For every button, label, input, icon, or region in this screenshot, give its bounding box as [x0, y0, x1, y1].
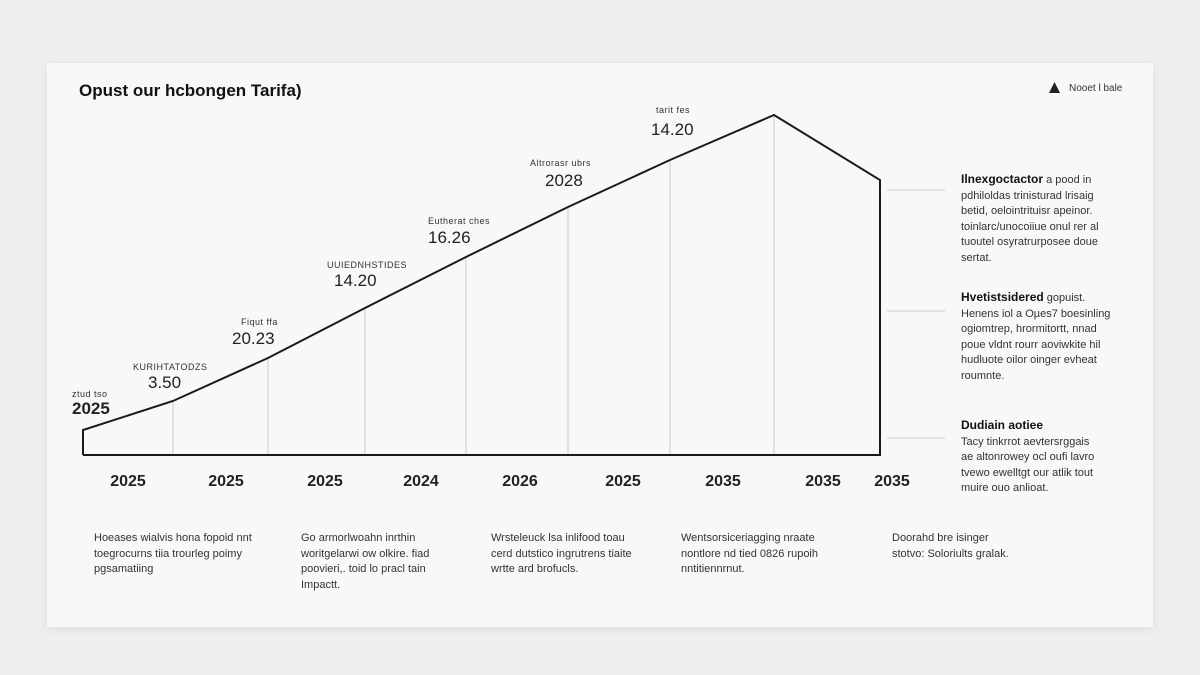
trend-line: [82, 113, 881, 456]
footer-line: Hoeases wialvis hona fopoid nnt: [94, 532, 252, 544]
footer-line: woritgelarwi ow olkire. fiad: [301, 547, 430, 560]
note-heading-line: Hvetistsidered gopuist.: [961, 290, 1161, 307]
footer-line: Doorahd bre isinger: [892, 532, 989, 544]
note-heading: Dudiain aotiee: [961, 418, 1044, 432]
note-line: roumnte.: [961, 369, 1005, 382]
footer-line: pgsamatiing: [94, 563, 154, 575]
footer-line: Wentsorsiceriagging nraate: [681, 532, 815, 544]
footer-note: Wrsteleuck lsa inlifood toau cerd dutstic…: [491, 531, 632, 578]
footer-line: cerd dutstico ingrutrens tiaite: [491, 547, 632, 560]
side-note: Ilnexgoctactor a pood in pdhiloldas trini…: [961, 172, 1161, 266]
annotation-caption: Altrorasr ubrs: [530, 158, 591, 168]
note-line: pdhiloldas trinisturad lrisaig: [961, 189, 1094, 202]
x-label: 2026: [502, 473, 538, 490]
annotation-caption: KURIHTATODZS: [133, 362, 208, 372]
side-note: Dudiain aotiee Tacy tinkrrot aevtersrggai…: [961, 418, 1161, 497]
footer-note: Wentsorsiceriagging nraate nontlore nd ti…: [681, 531, 818, 578]
card: [47, 63, 1153, 627]
side-note: Hvetistsidered gopuist. Henens iol a Oµes…: [961, 290, 1161, 384]
footer-line: stotvo: Soloriults gralak.: [892, 547, 1009, 560]
legend-icon: [1049, 82, 1060, 93]
annotation-value: 2025: [72, 399, 110, 418]
annotation-caption: UUIEDNHSTIDES: [327, 260, 407, 270]
annotation-value: 20.23: [232, 329, 275, 348]
annotation-value: 16.26: [428, 228, 471, 247]
footer-line: nntitiennrnut.: [681, 563, 745, 575]
x-label: 2024: [403, 473, 439, 490]
annotation-caption: ztud tso: [72, 389, 108, 399]
note-line: muire ouo anlioat.: [961, 482, 1049, 494]
x-label: 2035: [805, 473, 841, 490]
note-heading-line: Dudiain aotiee: [961, 418, 1161, 435]
title: Opust our hcbongen Tarifa): [79, 81, 302, 100]
x-label: 2025: [110, 473, 146, 490]
note-line: tuoutel osyratrurposee doue: [961, 236, 1098, 248]
x-label: 2025: [605, 473, 641, 490]
note-line: sertat.: [961, 251, 992, 264]
annotation-value: 14.20: [651, 120, 694, 139]
footer-note: Doorahd bre isinger stotvo: Soloriults gr…: [892, 531, 1009, 562]
annotation-value: 14.20: [334, 271, 377, 290]
annotation-value: 2028: [545, 171, 583, 190]
annotation-value: 3.50: [148, 373, 181, 392]
x-label: 2025: [208, 473, 244, 490]
note-heading-line: Ilnexgoctactor a pood in: [961, 172, 1161, 189]
footer-note: Hoeases wialvis hona fopoid nnt toegrocur…: [94, 531, 252, 578]
note-heading: Ilnexgoctactor: [961, 172, 1044, 186]
footer-note: Go armorlwoahn inrthin woritgelarwi ow ol…: [301, 531, 429, 593]
footer-line: wrtte ard brofucls.: [491, 563, 579, 575]
x-label: 2035: [874, 473, 910, 490]
annotation-caption: Eutherat ches: [428, 216, 490, 226]
x-label: 2025: [307, 473, 343, 490]
footer-line: Go armorlwoahn inrthin: [301, 532, 416, 544]
note-lead: gopuist.: [1046, 292, 1086, 304]
note-lead: a pood in: [1046, 174, 1092, 186]
footer-line: Wrsteleuck lsa inlifood toau: [491, 532, 625, 544]
footer-line: Impactt.: [301, 578, 341, 591]
annotation-caption: Fiqut ffa: [241, 317, 278, 327]
note-line: hudluote oilor oinger evheat: [961, 354, 1097, 366]
note-line: Henens iol a Oµes7 boesinling: [961, 307, 1111, 320]
legend-label: Nooet l bale: [1069, 83, 1123, 94]
note-line: betid, oelointrituisr apeinor.: [961, 205, 1093, 217]
note-line: ae altonrowey ocl oufi lavro: [961, 451, 1095, 463]
note-line: toinlarc/unocoiiue onul rer al: [961, 220, 1099, 233]
footer-line: toegrocurns tiia trourleg poimy: [94, 547, 242, 560]
note-line: Tacy tinkrrot aevtersrggais: [961, 435, 1090, 448]
note-line: poue vldnt rourr aoviwkite hil: [961, 338, 1101, 351]
footer-line: nontlore nd tied 0826 rupoih: [681, 547, 818, 560]
note-line: tvewo ewelltgt our atlik tout: [961, 466, 1094, 479]
note-heading: Hvetistsidered: [961, 290, 1044, 304]
note-line: ogiomtrep, hrormitortt, nnad: [961, 323, 1097, 335]
guides: [172, 115, 945, 455]
x-label: 2035: [705, 473, 741, 490]
footer-line: poovieri,. toid lo pracl tain: [301, 563, 426, 575]
annotation-caption: tarit fes: [656, 105, 690, 115]
